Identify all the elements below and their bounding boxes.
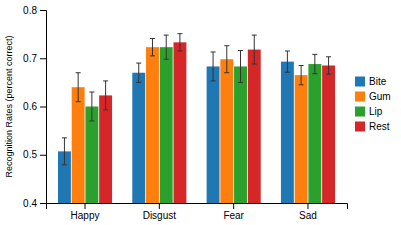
bar	[132, 73, 145, 203]
x-tick: Disgust	[143, 203, 177, 221]
legend-swatch	[355, 107, 365, 117]
error-bar	[136, 63, 141, 82]
y-tick-label: 0.5	[23, 149, 37, 160]
error-bar	[224, 46, 229, 73]
bar	[295, 75, 308, 203]
bar	[72, 87, 85, 203]
x-tick-label: Sad	[299, 210, 317, 221]
bar	[281, 62, 294, 203]
chart-svg: 0.4 0.5 0.6 0.7 0.8 Happy Disgust Fear Sad Recogn…	[0, 0, 401, 225]
bar	[160, 47, 173, 203]
error-bar	[211, 52, 216, 81]
y-tick: 0.7	[23, 53, 46, 64]
legend-swatch	[355, 77, 365, 87]
legend-item: Gum	[355, 91, 391, 102]
y-tick-mark	[40, 58, 46, 59]
error-bars	[62, 51, 290, 165]
y-tick-mark	[40, 107, 46, 108]
y-tick: 0.5	[23, 149, 46, 160]
bar	[308, 64, 321, 203]
legend-item: Bite	[355, 76, 387, 87]
bar	[99, 95, 112, 203]
legend-item: Rest	[355, 121, 390, 132]
error-bar	[177, 34, 182, 51]
x-tick-label: Fear	[223, 210, 244, 221]
y-tick: 0.4	[23, 198, 46, 209]
error-bar	[150, 38, 155, 55]
y-tick-mark	[40, 203, 46, 204]
error-bar	[285, 51, 290, 72]
x-axis: Happy Disgust Fear Sad	[47, 203, 348, 221]
error-bars	[103, 34, 331, 110]
series	[85, 47, 321, 203]
x-tick-mark	[159, 203, 160, 209]
error-bar	[238, 51, 243, 83]
x-axis-line	[47, 204, 348, 210]
x-tick: Happy	[71, 203, 100, 221]
bar	[322, 65, 335, 203]
chart-container: 0.4 0.5 0.6 0.7 0.8 Happy Disgust Fear Sad Recogn…	[0, 0, 401, 225]
error-bar	[326, 57, 331, 74]
legend-swatch	[355, 122, 365, 132]
x-tick: Sad	[299, 203, 317, 221]
error-bar	[312, 54, 317, 73]
y-axis: 0.4 0.5 0.6 0.7 0.8	[23, 5, 46, 209]
error-bar	[89, 92, 94, 121]
bar	[207, 66, 220, 203]
y-tick-label: 0.8	[23, 5, 37, 16]
bar	[248, 50, 261, 203]
y-tick-label: 0.7	[23, 53, 37, 64]
x-tick-mark	[85, 203, 86, 209]
legend-label: Bite	[369, 76, 387, 87]
legend: Bite Gum Lip Rest	[355, 76, 391, 132]
y-tick: 0.6	[23, 101, 46, 112]
error-bar	[299, 65, 304, 84]
error-bar	[252, 35, 257, 64]
x-tick: Fear	[223, 203, 244, 221]
error-bar	[164, 35, 169, 59]
y-tick-label: 0.4	[23, 198, 37, 209]
series	[99, 42, 335, 203]
x-tick-label: Happy	[71, 210, 100, 221]
bar	[173, 42, 186, 203]
y-tick: 0.8	[23, 5, 46, 16]
legend-swatch	[355, 92, 365, 102]
legend-label: Lip	[369, 106, 383, 117]
legend-item: Lip	[355, 106, 383, 117]
error-bar	[76, 73, 81, 102]
legend-label: Rest	[369, 121, 390, 132]
bar	[220, 59, 233, 203]
x-tick-label: Disgust	[143, 210, 177, 221]
plot: 0.4 0.5 0.6 0.7 0.8 Happy Disgust Fear Sad Recogn…	[4, 5, 348, 225]
x-tick-mark	[307, 203, 308, 209]
bar	[146, 47, 159, 203]
data-area	[58, 34, 335, 203]
y-axis-title: Recognition Rates (percent correct)	[4, 35, 14, 177]
error-bar	[103, 81, 108, 110]
error-bars	[76, 38, 304, 101]
y-tick-mark	[40, 10, 46, 11]
legend-label: Gum	[369, 91, 391, 102]
series	[72, 47, 308, 203]
y-tick-label: 0.6	[23, 101, 37, 112]
error-bar	[62, 138, 67, 165]
y-axis-line	[40, 11, 47, 204]
x-tick-mark	[233, 203, 234, 209]
error-bars	[89, 35, 317, 121]
bar	[234, 66, 247, 203]
y-tick-mark	[40, 155, 46, 156]
